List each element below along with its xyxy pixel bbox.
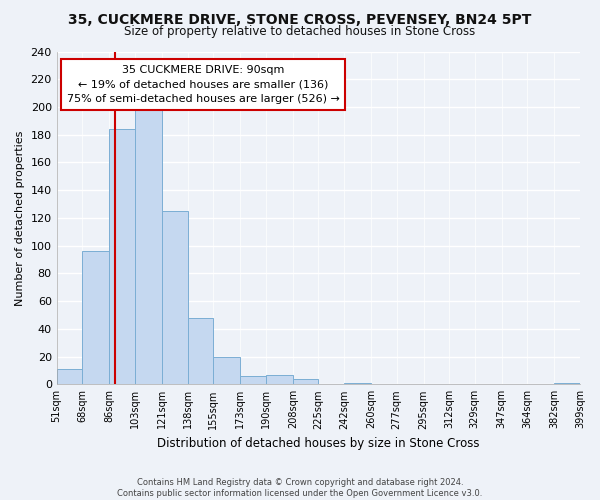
Bar	[135, 106, 162, 384]
Bar	[82, 251, 109, 384]
Bar	[56, 369, 82, 384]
Text: Size of property relative to detached houses in Stone Cross: Size of property relative to detached ho…	[124, 25, 476, 38]
Bar	[109, 129, 135, 384]
Text: Contains HM Land Registry data © Crown copyright and database right 2024.
Contai: Contains HM Land Registry data © Crown c…	[118, 478, 482, 498]
Y-axis label: Number of detached properties: Number of detached properties	[15, 130, 25, 306]
Bar	[293, 379, 319, 384]
Bar	[188, 318, 213, 384]
Bar	[162, 211, 187, 384]
Bar	[213, 356, 240, 384]
Bar	[240, 376, 266, 384]
X-axis label: Distribution of detached houses by size in Stone Cross: Distribution of detached houses by size …	[157, 437, 479, 450]
Text: 35 CUCKMERE DRIVE: 90sqm
← 19% of detached houses are smaller (136)
75% of semi-: 35 CUCKMERE DRIVE: 90sqm ← 19% of detach…	[67, 65, 340, 104]
Bar	[266, 374, 293, 384]
Text: 35, CUCKMERE DRIVE, STONE CROSS, PEVENSEY, BN24 5PT: 35, CUCKMERE DRIVE, STONE CROSS, PEVENSE…	[68, 12, 532, 26]
Bar	[554, 383, 580, 384]
Bar	[344, 383, 371, 384]
